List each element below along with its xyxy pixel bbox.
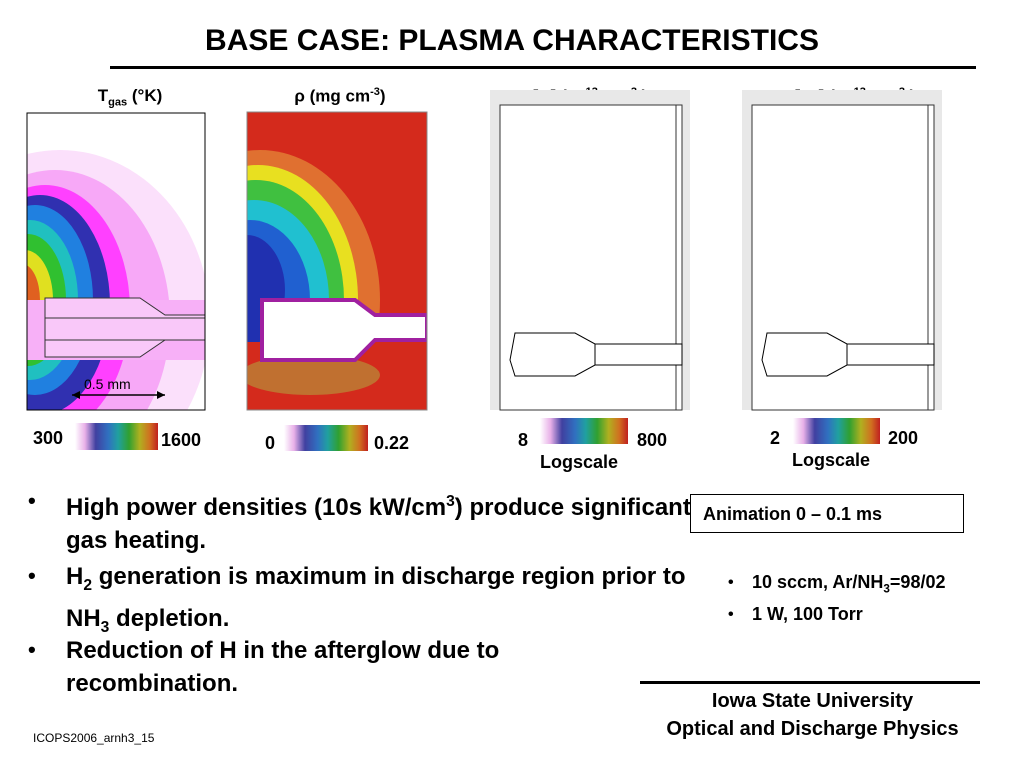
text-run: T: [97, 86, 109, 105]
h-map: [490, 90, 690, 411]
scale-annotation: 0.5 mm: [84, 376, 131, 392]
bullet: •: [28, 637, 36, 662]
bullet: •: [728, 606, 734, 623]
institution-rule: [640, 681, 980, 684]
institution: Iowa State University: [711, 690, 914, 712]
supscript: -3: [370, 86, 380, 98]
text-run: 1 W, 100 Torr: [752, 604, 863, 624]
slide-title: BASE CASE: PLASMA CHARACTERISTICS: [205, 24, 819, 57]
bullet: •: [28, 563, 36, 588]
bullet: •: [28, 488, 36, 513]
text-run: Reduction of H in the afterglow due to r…: [66, 637, 500, 697]
institution: Optical and Discharge Physics: [666, 718, 959, 740]
subscript: 3: [883, 582, 890, 596]
plots: [26, 90, 942, 451]
scale-min: 300: [33, 428, 64, 448]
supscript: 3: [446, 493, 455, 510]
h2-map: [742, 90, 942, 411]
text-run: High power densities (10s kW/cm: [66, 494, 447, 521]
panel-label: ρ (mg cm-3): [294, 86, 385, 107]
condition: 1 W, 100 Torr: [752, 604, 863, 625]
text-run: depletion.: [109, 604, 230, 632]
temperature-map: [27, 113, 205, 410]
panel-frame: [26, 112, 206, 411]
panel-frame: [246, 111, 428, 411]
scale-max: 200: [888, 428, 919, 448]
bullet-text: High power densities (10s kW/cm3) produc…: [66, 485, 706, 557]
subscript: 3: [100, 618, 110, 636]
text-run: ): [379, 86, 386, 106]
bullet-text: Reduction of H in the afterglow due to r…: [66, 634, 626, 700]
title-rule: [110, 66, 976, 69]
scale-max: 1600: [161, 430, 202, 450]
text-run: H: [66, 563, 84, 590]
color-bar: [793, 418, 880, 444]
text-run: ρ (mg cm: [294, 86, 371, 106]
bullet: •: [728, 574, 734, 591]
text-run: 10 sccm, Ar/NH: [752, 572, 884, 592]
text-run: (°K): [127, 86, 163, 105]
text-run: =98/02: [889, 572, 946, 592]
footer: ICOPS2006_arnh3_15: [33, 731, 155, 745]
scale-note: Logscale: [792, 450, 871, 470]
scale-min: 0: [265, 433, 276, 453]
subscript: 2: [83, 576, 93, 594]
scale-max: 0.22: [374, 433, 410, 453]
scale-min: 8: [518, 430, 529, 450]
text-run: generation is maximum in discharge regio…: [66, 563, 686, 632]
text-run: ) produce significant gas heating.: [66, 494, 691, 554]
bullet-text: H2 generation is maximum in discharge re…: [66, 560, 706, 644]
scale-max: 800: [637, 430, 668, 450]
color-bar: [75, 423, 158, 450]
color-bar: [540, 418, 628, 444]
color-bar: [284, 425, 368, 451]
density-map: [247, 112, 427, 410]
subscript: gas: [108, 96, 128, 109]
scale-note: Logscale: [540, 452, 619, 472]
condition: 10 sccm, Ar/NH3=98/02: [752, 572, 945, 596]
scale-min: 2: [770, 428, 781, 448]
panel-label: Tgas (°K): [98, 86, 163, 108]
animation-box: Animation 0 – 0.1 ms: [690, 494, 964, 533]
